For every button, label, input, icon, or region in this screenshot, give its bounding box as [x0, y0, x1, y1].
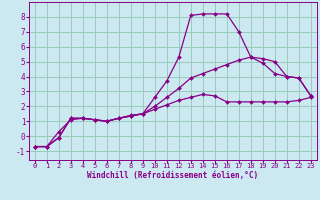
X-axis label: Windchill (Refroidissement éolien,°C): Windchill (Refroidissement éolien,°C)	[87, 171, 258, 180]
